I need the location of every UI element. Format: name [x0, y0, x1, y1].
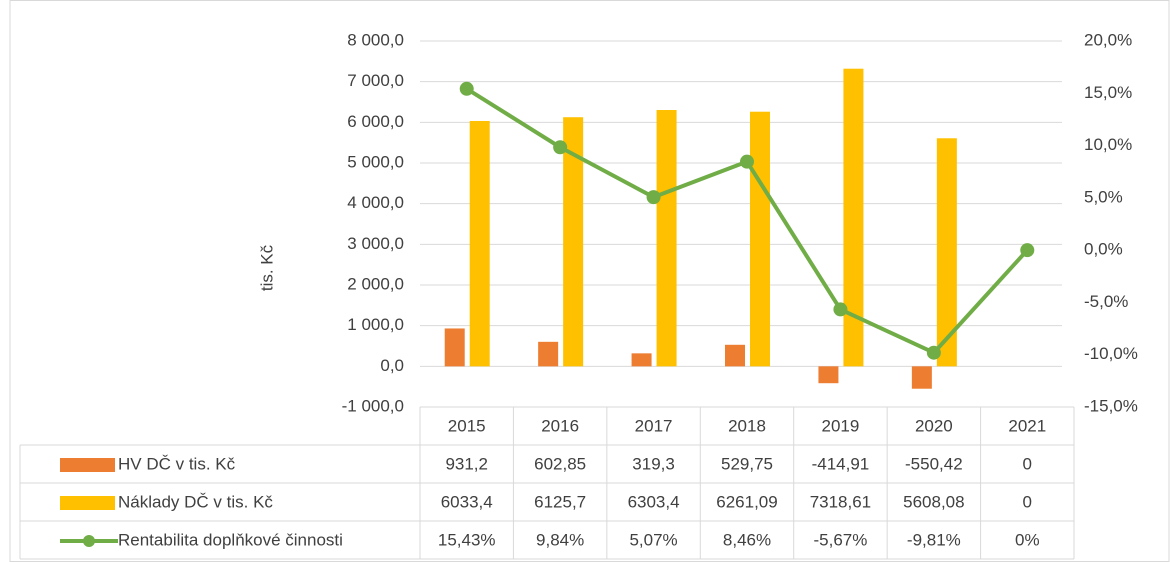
bar — [538, 341, 559, 367]
data-label: 7318,61 — [810, 492, 871, 511]
data-label: 602,85 — [534, 454, 586, 473]
bar — [469, 120, 490, 367]
legend-label: Rentabilita doplňkové činnosti — [118, 530, 343, 549]
x-tick-label: 2018 — [728, 416, 766, 435]
point — [833, 302, 848, 317]
bar — [936, 138, 957, 367]
data-label: 6303,4 — [628, 492, 680, 511]
point — [926, 345, 941, 360]
y-axis-label: tis. Kč — [257, 244, 276, 291]
x-tick-label: 2015 — [448, 416, 486, 435]
x-tick-label: 2017 — [635, 416, 673, 435]
y-tick-label: 1 000,0 — [347, 315, 404, 334]
bar — [750, 111, 770, 367]
y2-tick-label: -5,0% — [1084, 292, 1128, 311]
bar — [818, 366, 839, 384]
data-label: 9,84% — [536, 530, 584, 549]
bar — [563, 117, 584, 367]
y2-tick-label: 0,0% — [1084, 240, 1123, 259]
data-label: 6261,09 — [716, 492, 777, 511]
data-label: 6125,7 — [534, 492, 586, 511]
y2-tick-label: -10,0% — [1084, 344, 1138, 363]
y-tick-label: 3 000,0 — [347, 234, 404, 253]
point — [740, 154, 754, 169]
y-tick-label: 4 000,0 — [347, 193, 404, 212]
data-label: 15,43% — [438, 530, 496, 549]
y2-tick-label: 5,0% — [1084, 187, 1123, 206]
data-label: 5608,08 — [903, 492, 964, 511]
data-label: 0 — [1023, 492, 1032, 511]
data-label: -550,42 — [905, 454, 963, 473]
legend-label: HV DČ v tis. Kč — [118, 454, 236, 473]
data-label: 0% — [1015, 530, 1040, 549]
bar — [725, 344, 745, 367]
bar — [631, 353, 652, 367]
x-tick-label: 2021 — [1008, 416, 1046, 435]
y-tick-label: 0,0 — [380, 356, 404, 375]
y-tick-label: 7 000,0 — [347, 71, 404, 90]
data-label: -5,67% — [813, 530, 867, 549]
data-label: 0 — [1023, 454, 1032, 473]
chart-frame — [9, 0, 1170, 562]
x-tick-label: 2020 — [915, 416, 953, 435]
legend-label: Náklady DČ v tis. Kč — [118, 492, 273, 511]
y2-tick-label: 10,0% — [1084, 135, 1132, 154]
x-tick-label: 2016 — [541, 416, 579, 435]
bar — [444, 328, 465, 367]
data-label: -414,91 — [812, 454, 870, 473]
bar — [843, 68, 864, 367]
point — [1020, 243, 1035, 258]
data-label: 6033,4 — [441, 492, 493, 511]
legend-key — [83, 535, 95, 547]
data-label: 319,3 — [632, 454, 675, 473]
legend-key — [60, 458, 115, 472]
y2-tick-label: -15,0% — [1084, 396, 1138, 415]
y-tick-label: 2 000,0 — [347, 274, 404, 293]
data-label: 931,2 — [445, 454, 488, 473]
y-tick-label: 5 000,0 — [347, 152, 404, 171]
point — [553, 140, 568, 155]
y-tick-label: 8 000,0 — [347, 30, 404, 49]
y2-tick-label: 20,0% — [1084, 30, 1132, 49]
data-label: 5,07% — [629, 530, 677, 549]
data-label: 8,46% — [723, 530, 771, 549]
bar — [656, 109, 677, 367]
data-label: 529,75 — [721, 454, 773, 473]
bar — [911, 366, 932, 389]
legend-key — [60, 496, 115, 510]
y2-tick-label: 15,0% — [1084, 83, 1132, 102]
y-tick-label: 6 000,0 — [347, 112, 404, 131]
x-tick-label: 2019 — [822, 416, 860, 435]
data-label: -9,81% — [907, 530, 961, 549]
point — [646, 190, 661, 205]
point — [459, 81, 474, 96]
y-tick-label: -1 000,0 — [342, 396, 404, 415]
